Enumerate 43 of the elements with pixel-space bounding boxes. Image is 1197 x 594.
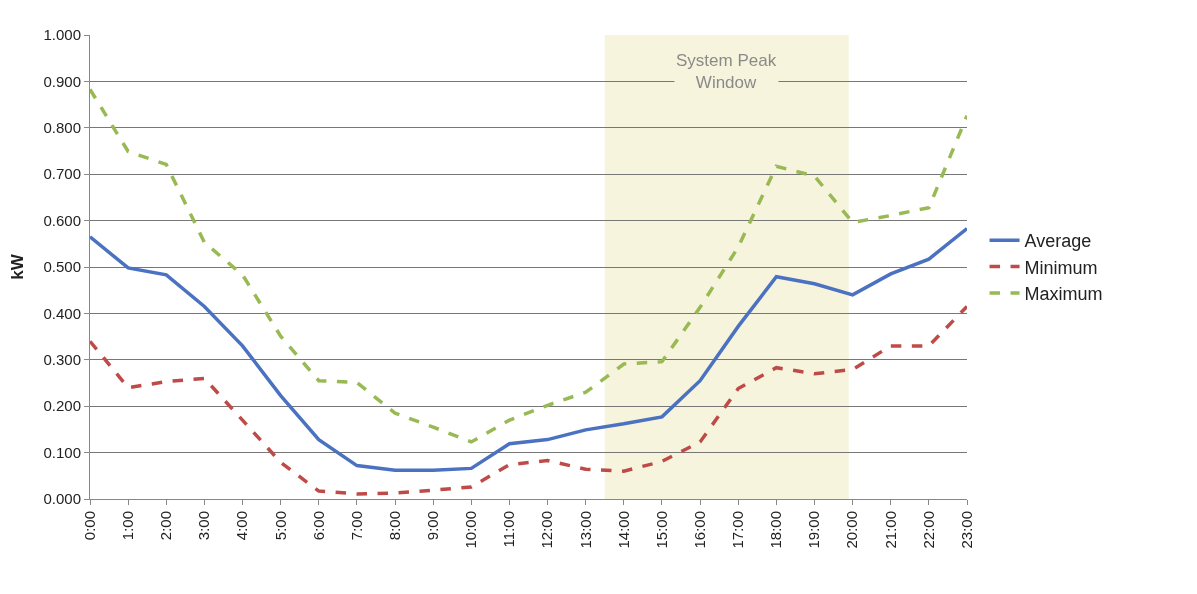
y-tick-label: 0.400 [43, 304, 81, 322]
x-tick-label: 13:00 [576, 511, 594, 549]
x-tick-label: 10:00 [462, 511, 480, 549]
y-tick-label: 0.900 [43, 72, 81, 90]
x-tick-label: 12:00 [538, 511, 556, 549]
x-tick-label: 7:00 [347, 511, 365, 541]
y-tick-label: 0.200 [43, 397, 81, 415]
x-tick-label: 4:00 [233, 511, 251, 541]
band-label: System Peak Window [676, 51, 777, 93]
x-tick-label: 14:00 [614, 511, 632, 549]
legend-label: Maximum [1024, 284, 1103, 305]
line-series [90, 87, 967, 444]
x-tick-label: 11:00 [500, 511, 518, 548]
y-tick-label: 0.300 [43, 351, 81, 369]
x-tick-label: 3:00 [195, 511, 213, 541]
x-tick-label: 9:00 [424, 511, 442, 541]
x-tick-label: 6:00 [309, 511, 327, 541]
line-series [90, 304, 967, 496]
legend-label: Average [1024, 231, 1092, 252]
y-tick-label: 0.600 [43, 211, 81, 229]
y-tick-label: 0.100 [43, 443, 81, 461]
x-tick-label: 23:00 [957, 511, 975, 549]
x-tick-label: 18:00 [767, 511, 785, 549]
x-tick-label: 22:00 [919, 511, 937, 549]
x-tick-label: 19:00 [805, 511, 823, 549]
legend-label: Minimum [1024, 257, 1098, 278]
y-tick-label: 0.500 [43, 258, 81, 276]
x-tick-label: 15:00 [652, 511, 670, 549]
y-tick-label: 0.000 [43, 490, 81, 508]
x-tick-label: 21:00 [881, 511, 899, 549]
y-tick-label: 1.000 [43, 26, 81, 44]
x-tick-label: 20:00 [843, 511, 861, 549]
x-tick-label: 16:00 [690, 511, 708, 549]
y-tick-label: 0.700 [43, 165, 81, 183]
line-series [90, 226, 967, 472]
x-tick-label: 17:00 [729, 511, 747, 549]
x-tick-label: 2:00 [157, 511, 175, 541]
y-axis-title: kW [8, 253, 27, 280]
x-tick-label: 1:00 [119, 511, 137, 541]
x-tick-label: 5:00 [271, 511, 289, 541]
x-tick-label: 0:00 [80, 511, 98, 541]
y-tick-label: 0.800 [43, 119, 81, 137]
x-tick-label: 8:00 [385, 511, 403, 541]
